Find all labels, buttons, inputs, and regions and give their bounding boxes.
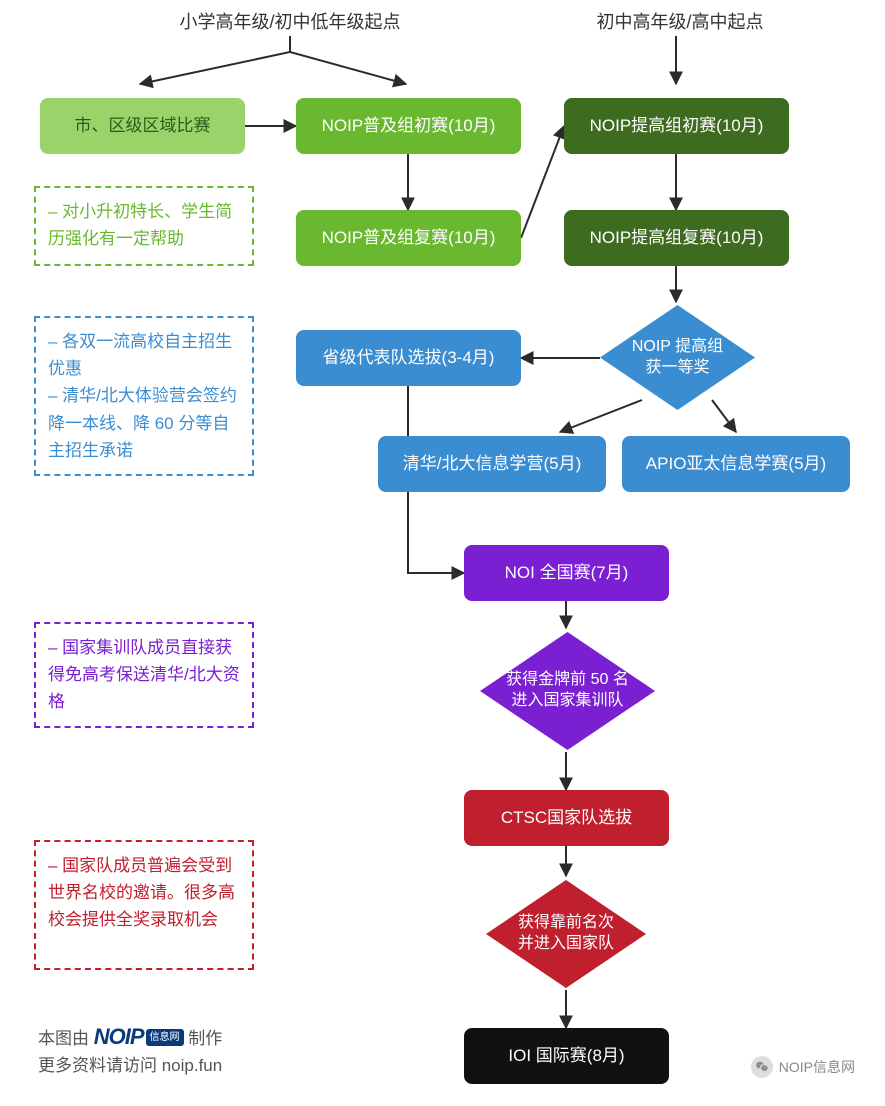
node-d2: 获得金牌前 50 名 进入国家集训队 [480,632,655,750]
diamond-label: 获得靠前名次 并进入国家队 [486,880,646,988]
node-n1: 市、区级区域比赛 [40,98,245,154]
node-n11: IOI 国际赛(8月) [464,1028,669,1084]
edge-top_left [140,36,290,84]
node-n3: NOIP普及组复赛(10月) [296,210,521,266]
node-d3: 获得靠前名次 并进入国家队 [486,880,646,988]
wechat-watermark: NOIP信息网 [751,1056,855,1078]
top-label-left: 小学高年级/初中低年级起点 [150,8,430,34]
noip-logo: NOIP [94,1024,144,1049]
footer-line2: 更多资料请访问 noip.fun [38,1056,222,1075]
edge-top_left2 [290,36,406,84]
node-n4: NOIP提高组初赛(10月) [564,98,789,154]
node-n8: APIO亚太信息学赛(5月) [622,436,850,492]
node-n10: CTSC国家队选拔 [464,790,669,846]
annotation-a2: – 各双一流高校自主招生优惠 – 清华/北大体验营会签约降一本线、降 60 分等… [34,316,254,476]
edge-n3-n4 [521,126,564,238]
footer-line1b: 制作 [188,1029,222,1048]
diamond-label: 获得金牌前 50 名 进入国家集训队 [480,632,655,750]
annotation-a4: – 国家队成员普遍会受到世界名校的邀请。很多高校会提供全奖录取机会 [34,840,254,970]
diamond-label: NOIP 提高组 获一等奖 [600,305,755,410]
annotation-a1: – 对小升初特长、学生简历强化有一定帮助 [34,186,254,266]
flowchart-canvas: 小学高年级/初中低年级起点 初中高年级/高中起点 市、区级区域比赛 NOIP普及组… [0,0,885,1106]
footer-credit: 本图由 NOIP信息网 制作 更多资料请访问 noip.fun [38,1020,222,1079]
node-d1: NOIP 提高组 获一等奖 [600,305,755,410]
wechat-icon [751,1056,773,1078]
node-n2: NOIP普及组初赛(10月) [296,98,521,154]
node-n5: NOIP提高组复赛(10月) [564,210,789,266]
top-label-right: 初中高年级/高中起点 [560,8,800,34]
node-n6: 省级代表队选拔(3-4月) [296,330,521,386]
node-n9: NOI 全国赛(7月) [464,545,669,601]
footer-line1: 本图由 [38,1029,89,1048]
node-n7: 清华/北大信息学营(5月) [378,436,606,492]
wechat-label: NOIP信息网 [779,1057,855,1077]
noip-logo-sub: 信息网 [146,1029,184,1046]
annotation-a3: – 国家集训队成员直接获得免高考保送清华/北大资格 [34,622,254,728]
